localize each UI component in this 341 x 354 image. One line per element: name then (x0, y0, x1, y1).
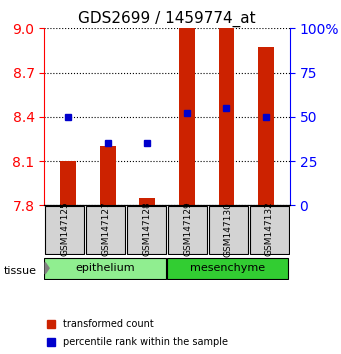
FancyBboxPatch shape (167, 258, 288, 279)
Polygon shape (45, 262, 49, 274)
Text: GSM147132: GSM147132 (265, 202, 274, 257)
Text: GSM147130: GSM147130 (224, 202, 233, 257)
FancyBboxPatch shape (168, 206, 207, 254)
Text: GSM147125: GSM147125 (60, 202, 69, 257)
FancyBboxPatch shape (250, 206, 289, 254)
FancyBboxPatch shape (44, 258, 165, 279)
Bar (179, 28, 195, 205)
Text: mesenchyme: mesenchyme (190, 263, 265, 273)
Text: GSM147127: GSM147127 (101, 202, 110, 257)
Bar (219, 28, 234, 205)
FancyBboxPatch shape (127, 206, 166, 254)
Text: epithelium: epithelium (75, 263, 135, 273)
Text: GSM147129: GSM147129 (183, 202, 192, 257)
Bar (100, 146, 116, 205)
Bar (60, 161, 76, 205)
Text: percentile rank within the sample: percentile rank within the sample (63, 337, 228, 347)
Bar (258, 47, 274, 205)
Text: GSM147128: GSM147128 (142, 202, 151, 257)
Bar (139, 198, 155, 205)
Text: tissue: tissue (3, 266, 36, 276)
FancyBboxPatch shape (86, 206, 125, 254)
Title: GDS2699 / 1459774_at: GDS2699 / 1459774_at (78, 11, 256, 27)
FancyBboxPatch shape (45, 206, 85, 254)
Text: transformed count: transformed count (63, 319, 154, 329)
FancyBboxPatch shape (209, 206, 248, 254)
